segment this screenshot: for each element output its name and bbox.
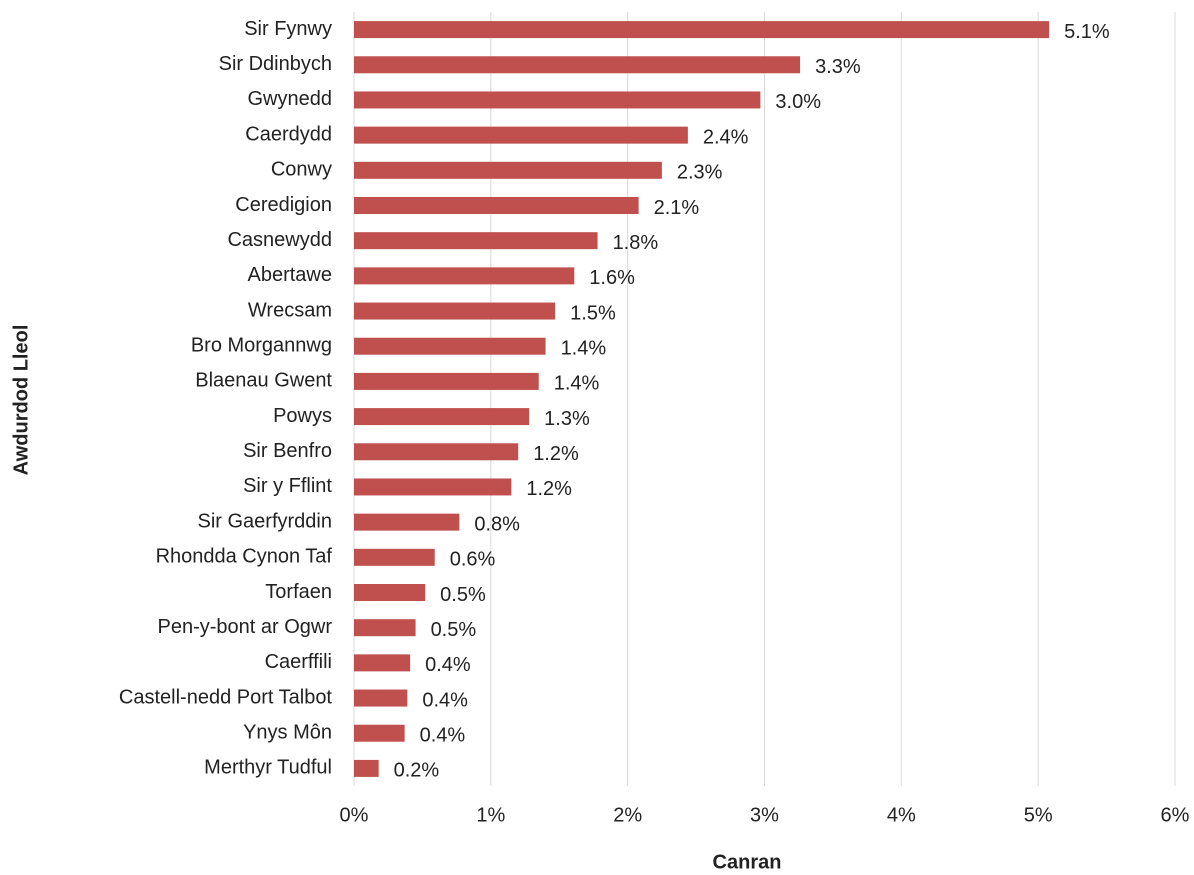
y-tick-label: Sir Ddinbych xyxy=(219,53,332,75)
value-label: 1.2% xyxy=(526,478,572,500)
bar xyxy=(354,443,519,461)
bar xyxy=(354,302,556,320)
value-label: 2.3% xyxy=(677,162,723,184)
value-label: 0.5% xyxy=(431,619,477,641)
value-label: 0.4% xyxy=(420,725,466,747)
bar xyxy=(354,548,435,566)
y-tick-label: Ynys Môn xyxy=(243,722,332,744)
bar xyxy=(354,513,460,531)
value-label: 1.5% xyxy=(570,302,616,324)
bar xyxy=(354,584,426,601)
y-tick-label: Rhondda Cynon Taf xyxy=(156,546,333,568)
value-label: 2.1% xyxy=(654,197,700,219)
y-tick-label: Bro Morgannwg xyxy=(191,335,332,357)
value-label: 1.2% xyxy=(533,443,579,465)
bar xyxy=(354,232,598,250)
y-tick-label: Sir Gaerfyrddin xyxy=(198,510,333,532)
y-tick-label: Caerdydd xyxy=(245,123,332,145)
bar xyxy=(354,689,408,707)
x-tick-label: 5% xyxy=(1024,804,1053,826)
value-label: 2.4% xyxy=(703,126,749,148)
value-label: 0.2% xyxy=(394,760,440,782)
value-label: 1.4% xyxy=(561,338,607,360)
value-label: 0.6% xyxy=(450,549,496,571)
bar xyxy=(354,408,530,426)
bar xyxy=(354,267,575,285)
bar xyxy=(354,654,411,672)
y-tick-label: Blaenau Gwent xyxy=(195,370,332,392)
value-label: 5.1% xyxy=(1064,21,1110,43)
y-tick-label: Sir Benfro xyxy=(243,440,332,462)
y-tick-label: Castell-nedd Port Talbot xyxy=(119,686,333,708)
bar xyxy=(354,161,662,179)
y-tick-label: Sir y Fflint xyxy=(243,475,332,497)
value-label: 3.3% xyxy=(815,56,861,78)
bar xyxy=(354,56,801,74)
bar xyxy=(354,197,639,214)
x-tick-label: 2% xyxy=(613,804,642,826)
y-tick-label: Caerffili xyxy=(265,651,332,673)
y-tick-label: Powys xyxy=(273,405,332,427)
bar xyxy=(354,619,416,637)
bar xyxy=(354,126,688,144)
value-label: 1.8% xyxy=(613,232,659,254)
x-tick-label: 6% xyxy=(1161,804,1190,826)
y-tick-label: Torfaen xyxy=(265,581,332,603)
value-label: 0.5% xyxy=(440,584,486,606)
bar xyxy=(354,372,539,390)
x-axis-label: Canran xyxy=(713,851,782,873)
y-tick-label: Pen-y-bont ar Ogwr xyxy=(157,616,332,638)
value-label: 1.6% xyxy=(589,267,635,289)
bar xyxy=(354,91,761,109)
bar xyxy=(354,21,1050,39)
y-tick-label: Sir Fynwy xyxy=(244,18,332,40)
x-tick-label: 1% xyxy=(476,804,505,826)
y-tick-label: Abertawe xyxy=(248,264,333,286)
bar xyxy=(354,724,405,742)
value-label: 1.4% xyxy=(554,373,600,395)
value-label: 3.0% xyxy=(775,91,821,113)
bar xyxy=(354,478,512,496)
bar xyxy=(354,337,546,355)
value-label: 0.4% xyxy=(422,689,468,711)
bar xyxy=(354,759,379,777)
y-axis-label: Awdurdod Lleol xyxy=(10,325,32,476)
value-label: 0.8% xyxy=(474,513,520,535)
y-tick-label: Casnewydd xyxy=(227,229,332,251)
value-label: 0.4% xyxy=(425,654,471,676)
x-tick-label: 4% xyxy=(887,804,916,826)
y-tick-label: Wrecsam xyxy=(248,299,332,321)
y-tick-label: Merthyr Tudful xyxy=(204,757,332,779)
value-label: 1.3% xyxy=(544,408,590,430)
y-tick-label: Ceredigion xyxy=(235,194,332,216)
y-tick-label: Conwy xyxy=(271,159,332,181)
y-tick-label: Gwynedd xyxy=(248,88,333,110)
x-tick-label: 3% xyxy=(750,804,779,826)
x-tick-label: 0% xyxy=(340,804,369,826)
